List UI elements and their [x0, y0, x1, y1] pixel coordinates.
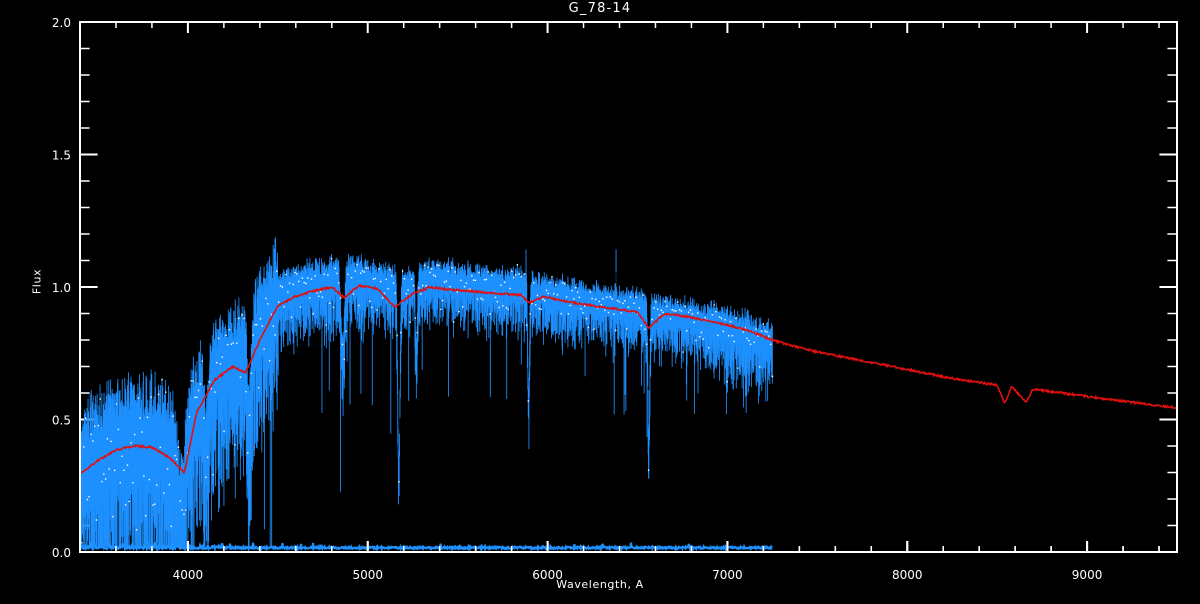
plot-frame-overlay: [79, 21, 1178, 553]
y-tick-label: 1.0: [52, 281, 71, 295]
y-tick-label: 1.5: [52, 149, 71, 163]
model-fit-curve: [79, 283, 1177, 475]
plot-frame: [79, 21, 1178, 553]
y-tick-label: 0.0: [52, 546, 71, 560]
x-tick-label: 9000: [1072, 568, 1103, 582]
x-tick-label: 6000: [532, 568, 563, 582]
observed-spectrum-points: [79, 257, 774, 544]
x-tick-label: 7000: [712, 568, 743, 582]
x-tick-label: 8000: [892, 568, 923, 582]
error-trace-curve: [79, 541, 773, 553]
x-tick-label: 5000: [352, 568, 383, 582]
x-tick-label: 4000: [173, 568, 204, 582]
y-tick-label: 2.0: [52, 16, 71, 30]
page-title: G_78-14: [568, 1, 632, 16]
y-tick-label: 0.5: [52, 414, 71, 428]
x-axis-label: Wavelength, A: [556, 578, 644, 591]
observed-spectrum-strokes: [79, 237, 773, 547]
